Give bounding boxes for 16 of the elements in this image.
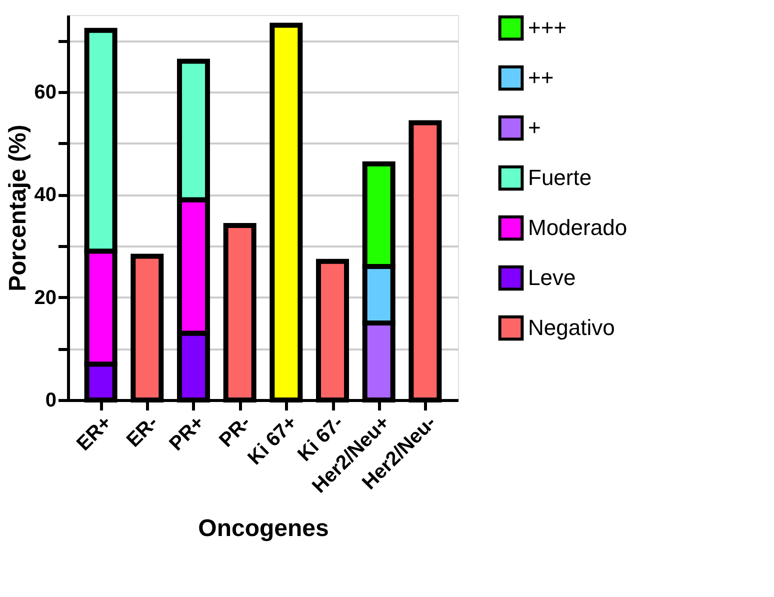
x-tick-label: ER- xyxy=(122,412,162,452)
y-axis-title: Porcentaje (%) xyxy=(4,124,32,292)
x-tick-label: PR+ xyxy=(165,412,209,456)
y-tick-label: 20 xyxy=(34,286,56,309)
legend-label: Leve xyxy=(528,265,576,290)
x-tick-label: ER+ xyxy=(72,412,116,456)
y-tick-label: 60 xyxy=(34,82,56,104)
x-axis-title: Oncogenes xyxy=(198,514,329,542)
legend-label: Moderado xyxy=(528,215,628,240)
y-tick-label: 0 xyxy=(45,390,56,412)
legend-label: + xyxy=(528,115,541,140)
legend-label: ++ xyxy=(528,65,554,90)
y-tick-label: 40 xyxy=(34,184,56,206)
legend-label: Fuerte xyxy=(528,165,592,190)
legend-label: Negativo xyxy=(528,315,615,340)
legend-label: +++ xyxy=(528,15,567,40)
